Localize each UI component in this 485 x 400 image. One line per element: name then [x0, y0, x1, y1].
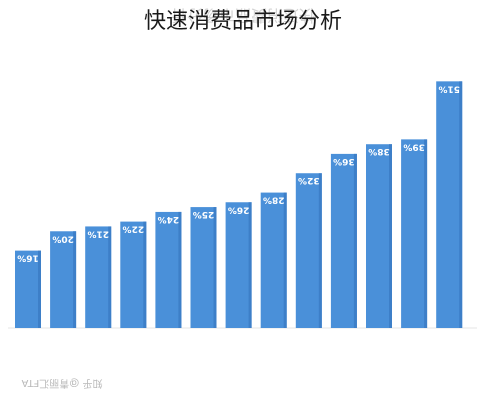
- data-label-11: 38%: [368, 146, 390, 156]
- bar-9: [295, 173, 322, 328]
- bar-12: [401, 139, 428, 328]
- data-label-13: 51%: [438, 83, 460, 93]
- bar-3: [85, 226, 112, 328]
- bar-10: [330, 153, 357, 328]
- data-label-8: 28%: [263, 195, 285, 205]
- data-label-9: 32%: [298, 175, 320, 185]
- bar-shade-11: [389, 144, 392, 328]
- bar-shade-1: [38, 250, 41, 328]
- bar-2: [50, 231, 77, 328]
- data-label-7: 26%: [228, 204, 250, 214]
- bar-7: [225, 202, 252, 328]
- data-label-5: 24%: [158, 214, 180, 224]
- bar-6: [190, 207, 217, 328]
- bar-8: [260, 192, 287, 328]
- data-label-6: 25%: [193, 209, 215, 219]
- bar-13: [436, 81, 463, 328]
- bar-4: [120, 221, 147, 328]
- bar-shade-13: [459, 81, 463, 328]
- bar-shade-10: [353, 153, 357, 328]
- data-label-12: 39%: [403, 141, 425, 151]
- data-label-10: 36%: [333, 156, 355, 166]
- bar-11: [366, 144, 392, 328]
- data-label-3: 21%: [87, 228, 109, 238]
- chart-title: 快速消费品市场分析: [144, 9, 342, 34]
- data-label-1: 16%: [17, 253, 39, 263]
- svg-text:快速消费品市场分析: 快速消费品市场分析: [171, 6, 315, 25]
- bar-shade-9: [318, 173, 322, 328]
- bar-shade-2: [73, 231, 77, 328]
- bar-shade-5: [178, 211, 182, 328]
- bar-1: [15, 250, 41, 328]
- bar-shade-8: [283, 192, 287, 328]
- bar-shade-3: [108, 226, 112, 328]
- bar-shade-4: [143, 221, 147, 328]
- bar-shade-12: [424, 139, 428, 328]
- bars-group: 16% 20% 21% 22% 24% 25% 26% 28% 32% 36% 38% 39% 51%: [15, 81, 463, 328]
- bar-shade-7: [248, 202, 252, 328]
- watermark: 知乎 @青丽汇FTA: [21, 377, 102, 390]
- data-label-4: 22%: [123, 224, 145, 234]
- title-shadow: 快速消费品市场分析: [171, 6, 315, 25]
- bar-shade-6: [213, 207, 217, 328]
- data-label-2: 20%: [52, 233, 74, 243]
- bar-5: [155, 211, 182, 328]
